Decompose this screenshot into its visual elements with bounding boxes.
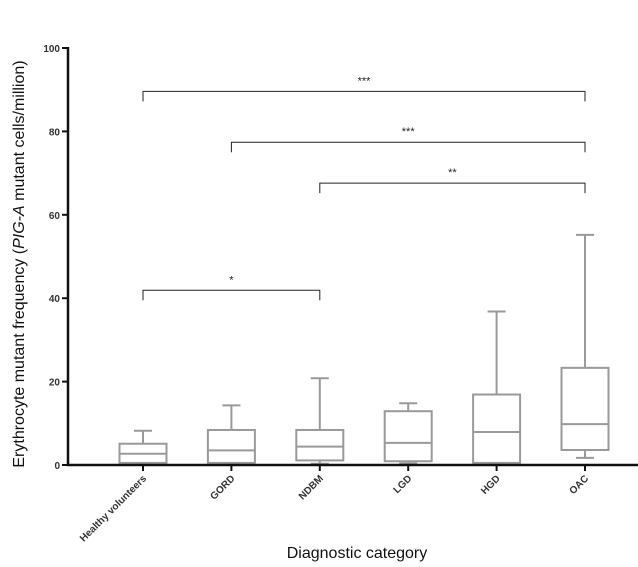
x-axis-ticks: Healthy volunteers GORD NDBM LGD HGD OAC [78,465,591,544]
bracket-line [230,141,586,153]
iqr-box [472,393,522,464]
significance-bracket: ** [319,167,586,194]
significance-label: ** [448,167,457,179]
y-axis-title-prefix: Erythrocyte mutant frequency ( [11,248,28,467]
significance-bracket: *** [230,126,586,153]
box-oac [560,233,610,459]
bracket-line [319,182,586,194]
significance-label: *** [358,75,372,87]
x-tick-label: LGD [392,473,415,496]
y-axis-title-suffix: mutant cells/million) [11,60,28,205]
box-ndbm [295,377,345,465]
y-tick-label: 80 [49,127,61,138]
x-tick-label: NDBM [297,473,326,502]
iqr-box [383,410,433,463]
x-tick-label: OAC [568,473,592,497]
bracket-line [142,90,586,102]
y-tick-label: 0 [54,461,60,472]
x-tick-label: HGD [479,473,503,497]
x-tick-label: GORD [209,473,238,502]
y-axis-ticks: 0 20 40 60 80 100 [43,44,68,472]
iqr-box [295,428,345,462]
iqr-box [560,366,610,451]
significance-bracket: * [142,274,321,301]
box-gord [206,404,256,466]
significance-label: *** [402,126,416,138]
box-lgd [383,402,433,465]
x-tick-label: Healthy volunteers [78,473,149,544]
y-tick-label: 60 [49,211,61,222]
box-healthy-volunteers [118,429,168,465]
y-tick-label: 20 [49,378,61,389]
y-tick-label: 100 [43,44,60,55]
x-axis-title: Diagnostic category [287,545,428,562]
bracket-line [142,289,321,301]
y-axis-title-gene: PIG-A [11,205,28,249]
box-hgd [472,310,522,465]
y-axis-title: Erythrocyte mutant frequency (PIG-A muta… [11,60,28,467]
significance-bracket: *** [142,75,586,102]
y-tick-label: 40 [49,294,61,305]
significance-brackets: ********* [142,75,586,301]
box-series [118,233,610,466]
significance-label: * [229,274,234,286]
iqr-box [206,428,256,464]
